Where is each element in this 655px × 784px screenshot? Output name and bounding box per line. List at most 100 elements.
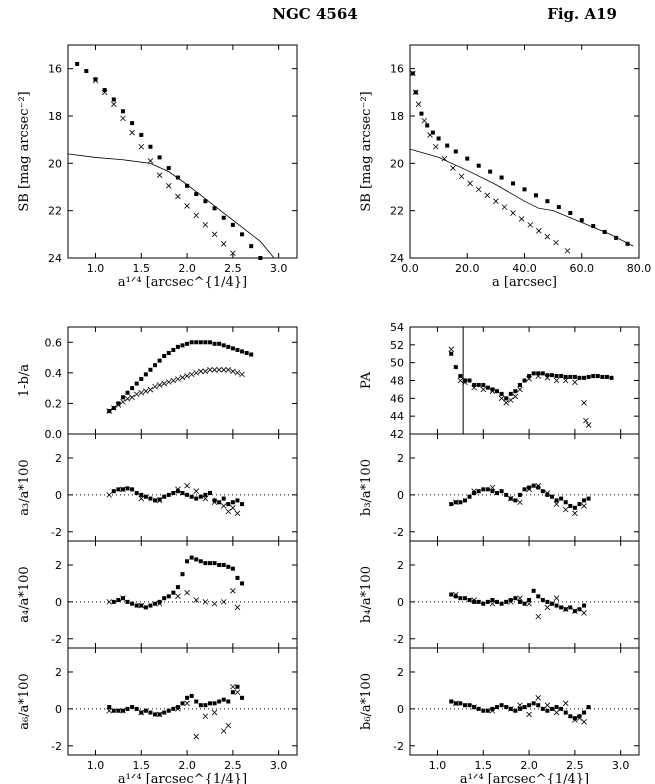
data-point-square xyxy=(198,494,203,499)
data-point-cross xyxy=(583,417,589,424)
data-point-square xyxy=(221,215,226,220)
data-point-cross xyxy=(220,367,227,373)
data-point-square xyxy=(511,181,516,186)
x-axis-label: a¹ᐟ⁴ [arcsec^{1/4}] xyxy=(118,772,247,784)
data-point-cross xyxy=(193,212,200,219)
data-point-square xyxy=(175,489,180,494)
data-point-square xyxy=(230,500,235,505)
data-point-cross xyxy=(193,370,200,376)
data-point-cross xyxy=(507,495,514,502)
y-tick-label: 2 xyxy=(397,452,404,465)
y-tick-label: 54 xyxy=(390,321,404,334)
data-point-square xyxy=(481,708,486,713)
data-point-square xyxy=(185,695,190,700)
data-point-square xyxy=(453,594,458,599)
data-point-square xyxy=(465,156,470,161)
data-point-square xyxy=(180,572,185,577)
data-point-square xyxy=(572,716,577,721)
data-point-square xyxy=(203,561,208,566)
data-point-square xyxy=(476,382,481,387)
data-point-square xyxy=(563,374,568,379)
data-point-square xyxy=(180,701,185,706)
data-point-square xyxy=(162,494,167,499)
data-point-square xyxy=(556,205,561,210)
data-point-square xyxy=(499,489,504,494)
panel-a6: 1.0 1.5 2.0 2.5 3.0 -2 0 2 a¹ᐟ⁴ [arcsec^{1/4}] a₆… xyxy=(17,647,298,784)
data-point-square xyxy=(148,710,153,715)
data-point-square xyxy=(102,87,107,92)
data-point-cross xyxy=(106,492,113,498)
data-point-cross xyxy=(111,405,117,411)
data-point-square xyxy=(148,496,153,501)
data-point-square xyxy=(194,192,199,197)
y-tick-label: 22 xyxy=(390,205,404,218)
data-point-square xyxy=(485,708,490,713)
data-point-square xyxy=(522,705,527,710)
data-point-square xyxy=(125,706,130,711)
data-point-cross xyxy=(202,599,209,605)
data-point-square xyxy=(185,183,190,188)
data-point-cross xyxy=(230,250,236,257)
panel-sb_root: 1.0 1.5 2.0 2.5 3.0 16 18 20 22 24 a¹ᐟ⁴ [arcsec^{1… xyxy=(17,44,298,290)
data-point-cross xyxy=(421,117,428,124)
x-tick-label: 2.5 xyxy=(566,759,584,772)
data-point-square xyxy=(166,492,171,497)
data-point-square xyxy=(495,389,500,394)
y-tick-label: 18 xyxy=(390,110,404,123)
data-point-square xyxy=(235,684,240,689)
panel-b4: -2 0 2 b₄/a*100 xyxy=(359,540,640,649)
y-tick-label: 2 xyxy=(397,666,404,679)
data-point-square xyxy=(517,706,522,711)
data-point-cross xyxy=(230,505,236,511)
data-point-cross xyxy=(489,600,496,607)
x-tick-label: 60.0 xyxy=(570,262,595,275)
data-point-square xyxy=(139,492,144,497)
data-point-cross xyxy=(220,241,227,247)
panel-sb_linear: 0.0 20.0 40.0 60.0 80.0 16 18 20 22 24 a [arcsec] S… xyxy=(359,44,651,290)
data-point-square xyxy=(139,376,144,381)
data-point-cross xyxy=(535,613,542,620)
data-point-square xyxy=(504,599,509,604)
panel-a4: -2 0 2 a₄/a*100 xyxy=(17,540,298,649)
data-point-cross xyxy=(512,393,519,400)
data-point-cross xyxy=(572,379,578,386)
data-point-square xyxy=(481,382,486,387)
y-axis-label: b₆/a*100 xyxy=(359,673,374,730)
data-point-square xyxy=(221,496,226,501)
panel-frame xyxy=(409,647,640,756)
data-point-cross xyxy=(572,608,578,614)
x-tick-label: 3.0 xyxy=(270,759,288,772)
data-point-square xyxy=(527,485,532,490)
x-tick-label: 1.0 xyxy=(429,759,447,772)
data-point-cross xyxy=(581,400,587,406)
data-point-square xyxy=(157,358,162,363)
data-point-square xyxy=(217,562,222,567)
x-tick-label: 3.0 xyxy=(612,759,630,772)
data-point-square xyxy=(148,603,153,608)
y-tick-label: 20 xyxy=(48,157,62,170)
data-point-square xyxy=(198,340,203,345)
data-point-square xyxy=(189,340,194,345)
data-point-square xyxy=(614,235,619,240)
data-point-cross xyxy=(581,719,587,725)
data-point-cross xyxy=(147,386,154,393)
data-point-cross xyxy=(489,484,496,491)
data-point-cross xyxy=(211,367,218,373)
data-point-square xyxy=(207,340,212,345)
data-point-cross xyxy=(198,368,204,375)
data-point-cross xyxy=(138,143,145,150)
data-point-square xyxy=(517,492,522,497)
x-axis-label: a¹ᐟ⁴ [arcsec^{1/4}] xyxy=(118,275,247,290)
data-point-cross xyxy=(220,728,227,734)
data-point-square xyxy=(536,485,541,490)
data-point-square xyxy=(185,559,190,564)
x-tick-label: 2.5 xyxy=(224,262,242,275)
data-point-square xyxy=(162,710,167,715)
data-point-square xyxy=(527,374,532,379)
y-tick-label: 46 xyxy=(390,392,404,405)
data-point-square xyxy=(171,706,176,711)
data-point-square xyxy=(139,132,144,137)
data-point-square xyxy=(449,502,454,507)
data-point-square xyxy=(485,385,490,390)
